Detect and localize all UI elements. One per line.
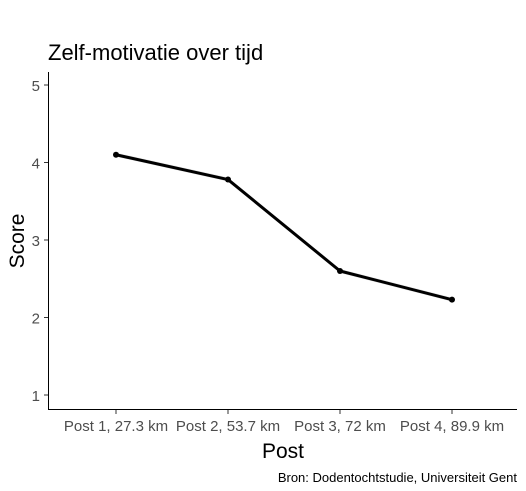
data-point: [449, 296, 455, 303]
y-tick-label: 3: [32, 233, 40, 250]
y-tick-label: 4: [32, 156, 40, 173]
x-tick-label: Post 1, 27.3 km: [64, 418, 168, 435]
chart-caption: Bron: Dodentochtstudie, Universiteit Gen…: [278, 470, 518, 485]
y-tick-label: 5: [32, 78, 40, 95]
data-point: [337, 268, 343, 274]
y-axis-title: Score: [6, 214, 29, 269]
data-point: [225, 176, 231, 183]
x-tick-label: Post 3, 72 km: [294, 418, 386, 435]
chart-title: Zelf-motivatie over tijd: [48, 40, 263, 65]
y-tick-label: 2: [32, 311, 40, 328]
confidence-band: [116, 152, 452, 302]
x-tick-label: Post 2, 53.7 km: [176, 418, 280, 435]
y-tick-label: 1: [32, 388, 40, 405]
x-axis-title: Post: [262, 440, 304, 463]
y-axis-ticks: 1 2 3 4 5: [32, 78, 48, 405]
series: [113, 151, 455, 303]
series-line: [115, 153, 453, 302]
confidence-band-area: [116, 152, 452, 302]
data-point: [113, 151, 119, 158]
x-axis-ticks: Post 1, 27.3 km Post 2, 53.7 km Post 3, 72…: [64, 410, 504, 435]
x-tick-label: Post 4, 89.9 km: [400, 418, 504, 435]
